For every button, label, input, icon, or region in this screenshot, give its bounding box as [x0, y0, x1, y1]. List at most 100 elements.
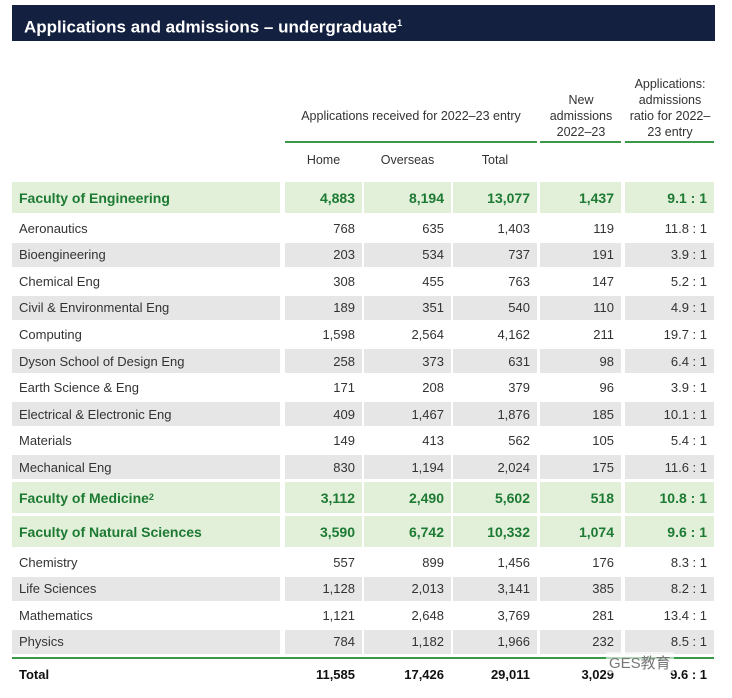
value: 110 [593, 300, 614, 316]
value: 11.8 : 1 [664, 220, 707, 236]
label-cell: Civil & Environmental Eng [12, 295, 280, 320]
value-cell: 10.8 : 1 [625, 482, 714, 513]
value: 1,128 [322, 581, 355, 597]
value: 2,564 [411, 326, 444, 342]
value-cell: 3,029 [540, 659, 621, 689]
label-cell: Bioengineering [12, 242, 280, 267]
rule [625, 141, 714, 143]
value-cell: 211 [540, 322, 621, 346]
value-cell: 208 [364, 376, 451, 400]
label-cell: Total [12, 659, 280, 689]
value: 3.9 : 1 [670, 247, 707, 263]
label: Life Sciences [19, 581, 97, 597]
value-cell: 5.4 : 1 [625, 429, 714, 453]
value-cell: 534 [364, 242, 451, 267]
label: Physics [19, 634, 64, 650]
label-cell: Materials [12, 429, 280, 453]
value-cell: 171 [285, 376, 362, 400]
value: 147 [592, 273, 614, 289]
value-cell: 9.6 : 1 [625, 516, 714, 547]
value-cell: 557 [285, 550, 362, 574]
value-cell: 5.2 : 1 [625, 269, 714, 293]
value-cell: 784 [285, 629, 362, 654]
value-cell: 3,769 [453, 603, 537, 627]
label-cell: Physics [12, 629, 280, 654]
value-cell: 1,182 [364, 629, 451, 654]
value: 208 [422, 380, 444, 396]
value: 351 [422, 300, 444, 316]
value-cell: 631 [453, 349, 537, 373]
label-cell: Chemistry [12, 550, 280, 574]
label: Faculty of Engineering [19, 189, 170, 206]
value: 105 [592, 433, 614, 449]
value: 1,074 [578, 523, 614, 540]
value: 191 [592, 247, 614, 263]
value-cell: 1,194 [364, 455, 451, 480]
value: 119 [593, 220, 614, 236]
value: 534 [422, 247, 444, 263]
value-cell: 737 [453, 242, 537, 267]
value-cell: 4.9 : 1 [625, 295, 714, 320]
value-cell: 4,883 [285, 182, 362, 213]
value: 10,332 [487, 523, 530, 540]
value-cell: 1,074 [540, 516, 621, 547]
value: 19.7 : 1 [663, 326, 707, 342]
value-cell: 8.3 : 1 [625, 550, 714, 574]
value-cell: 8,194 [364, 182, 451, 213]
value-cell: 232 [540, 629, 621, 654]
value-cell: 110 [540, 295, 621, 320]
total-rule [12, 657, 714, 660]
value-cell: 9.6 : 1 [625, 659, 714, 689]
value: 211 [593, 326, 614, 342]
value: 1,437 [578, 189, 614, 206]
label: Total [19, 666, 50, 682]
value: 175 [592, 459, 614, 475]
value-cell: 379 [453, 376, 537, 400]
overseas-header: Overseas [380, 153, 435, 167]
label: Chemical Eng [19, 273, 100, 289]
value: 17,426 [404, 666, 444, 682]
value-cell: 3,590 [285, 516, 362, 547]
value: 635 [422, 220, 444, 236]
value-cell: 6.4 : 1 [625, 349, 714, 373]
value: 1,467 [411, 406, 444, 422]
value: 171 [333, 380, 355, 396]
value-cell: 175 [540, 455, 621, 480]
value: 13,077 [487, 189, 530, 206]
label: Mechanical Eng [19, 459, 112, 475]
label: Civil & Environmental Eng [19, 300, 170, 316]
value-cell: 540 [453, 295, 537, 320]
value: 10.1 : 1 [663, 406, 707, 422]
value: 8.3 : 1 [670, 554, 707, 570]
value: 455 [422, 273, 444, 289]
value: 1,966 [497, 634, 530, 650]
value: 4,883 [319, 189, 355, 206]
value-cell: 13.4 : 1 [625, 603, 714, 627]
value-cell: 105 [540, 429, 621, 453]
value: 3,141 [497, 581, 530, 597]
value: 385 [592, 581, 614, 597]
value: 784 [333, 634, 355, 650]
value: 5.4 : 1 [670, 433, 707, 449]
label: Faculty of Medicine [19, 489, 149, 506]
value: 13.4 : 1 [663, 607, 707, 623]
value-cell: 96 [540, 376, 621, 400]
label: Mathematics [19, 607, 93, 623]
value: 6.4 : 1 [670, 353, 707, 369]
value-cell: 763 [453, 269, 537, 293]
value-cell: 3.9 : 1 [625, 376, 714, 400]
value-cell: 2,490 [364, 482, 451, 513]
value: 203 [333, 247, 355, 263]
value-cell: 29,011 [453, 659, 537, 689]
value-cell: 518 [540, 482, 621, 513]
value: 557 [333, 554, 355, 570]
label-cell: Mechanical Eng [12, 455, 280, 480]
value: 562 [508, 433, 530, 449]
label-cell: Computing [12, 322, 280, 346]
value: 4.9 : 1 [670, 300, 707, 316]
value-cell: 1,966 [453, 629, 537, 654]
value-cell: 3,112 [285, 482, 362, 513]
title-bar: Applications and admissions – undergradu… [12, 5, 715, 41]
value-cell: 455 [364, 269, 451, 293]
value: 1,456 [497, 554, 530, 570]
